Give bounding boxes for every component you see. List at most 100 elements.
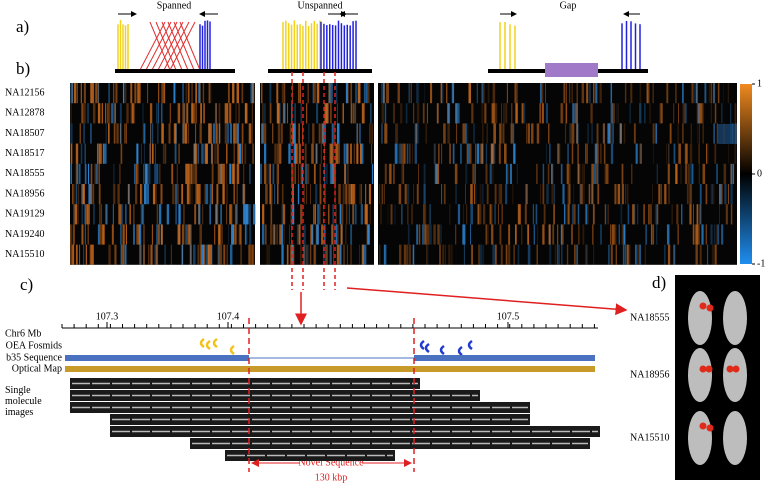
- heatmap-stripe: [156, 224, 159, 245]
- heatmap-stripe: [338, 123, 340, 144]
- heatmap-stripe: [597, 184, 600, 205]
- heatmap-stripe: [350, 224, 353, 245]
- heatmap-stripe: [80, 143, 83, 164]
- fish-signal: [706, 304, 714, 312]
- heatmap-stripe: [381, 184, 384, 205]
- heatmap-stripe: [539, 103, 541, 124]
- heatmap-stripe: [359, 184, 361, 205]
- heatmap-stripe: [316, 224, 319, 245]
- heatmap-stripe: [417, 83, 420, 104]
- heatmap-stripe: [179, 103, 181, 124]
- heatmap-stripe: [541, 103, 544, 124]
- heatmap-stripe: [532, 204, 535, 225]
- heatmap-stripe: [370, 103, 372, 124]
- heatmap-stripe: [717, 224, 720, 245]
- heatmap-stripe: [300, 244, 302, 265]
- heatmap-stripe: [99, 204, 100, 225]
- heatmap-stripe: [207, 123, 211, 144]
- heatmap-stripe: [125, 204, 127, 225]
- heatmap-stripe: [208, 83, 210, 104]
- heatmap-stripe: [411, 143, 414, 164]
- chromosome: [688, 411, 712, 465]
- heatmap-stripe: [535, 204, 538, 225]
- heatmap-stripe: [218, 103, 221, 124]
- heatmap-stripe: [413, 103, 415, 124]
- heatmap-stripe: [533, 224, 535, 245]
- fosmid-mark: [467, 339, 473, 351]
- heatmap-stripe: [380, 204, 382, 225]
- heatmap-stripe: [118, 204, 120, 225]
- heatmap-stripe: [404, 184, 405, 205]
- heatmap-stripe: [71, 163, 72, 184]
- heatmap-stripe: [276, 163, 278, 184]
- heatmap-stripe: [182, 123, 184, 144]
- heatmap-stripe: [611, 103, 613, 124]
- heatmap-stripe: [269, 163, 271, 184]
- heatmap-stripe: [540, 83, 544, 104]
- heatmap-stripe: [697, 123, 699, 144]
- heatmap-stripe: [222, 184, 225, 205]
- heatmap-stripe: [102, 224, 105, 245]
- chromosome: [723, 291, 747, 345]
- heatmap-stripe: [689, 184, 693, 205]
- heatmap-stripe: [297, 184, 300, 205]
- heatmap-stripe: [249, 224, 252, 245]
- heatmap-stripe: [613, 224, 617, 245]
- heatmap-stripe: [274, 184, 276, 205]
- heatmap-stripe: [97, 103, 101, 124]
- sample-label: NA19240: [5, 229, 44, 240]
- heatmap-stripe: [236, 163, 238, 184]
- heatmap-stripe: [265, 123, 267, 144]
- heatmap-stripe: [218, 123, 221, 144]
- heatmap-stripe: [386, 83, 388, 104]
- heatmap-stripe: [184, 123, 188, 144]
- heatmap-stripe: [437, 163, 440, 184]
- heatmap-stripe: [625, 184, 626, 205]
- heatmap-stripe: [699, 184, 702, 205]
- heatmap-stripe: [698, 123, 700, 144]
- heatmap-stripe: [351, 83, 353, 104]
- heatmap-stripe: [288, 143, 291, 164]
- heatmap-stripe: [164, 83, 166, 104]
- heatmap-stripe: [483, 204, 486, 225]
- heatmap-stripe: [96, 143, 99, 164]
- heatmap-stripe: [600, 224, 602, 245]
- heatmap-stripe: [434, 224, 436, 245]
- heatmap-stripe: [635, 244, 637, 265]
- heatmap-stripe: [82, 184, 85, 205]
- heatmap-stripe: [692, 204, 694, 225]
- heatmap-stripe: [724, 184, 727, 205]
- heatmap-stripe: [481, 143, 483, 164]
- heatmap-stripe: [462, 123, 465, 144]
- heatmap-stripe: [166, 204, 170, 225]
- heatmap-stripe: [605, 204, 607, 225]
- heatmap-stripe: [344, 163, 347, 184]
- heatmap-stripe: [730, 103, 732, 124]
- heatmap-stripe: [292, 184, 294, 205]
- heatmap-stripe: [135, 184, 138, 205]
- heatmap-stripe: [337, 224, 339, 245]
- heatmap-stripe: [297, 83, 300, 104]
- heatmap-stripe: [727, 184, 730, 205]
- heatmap-stripe: [687, 163, 690, 184]
- heatmap-stripe: [490, 143, 494, 164]
- heatmap-stripe: [138, 224, 142, 245]
- heatmap-stripe: [133, 224, 135, 245]
- heatmap-stripe: [512, 123, 515, 144]
- heatmap-stripe: [536, 123, 540, 144]
- heatmap-stripe: [90, 244, 93, 265]
- heatmap-stripe: [470, 184, 472, 205]
- heatmap-stripe: [480, 244, 483, 265]
- heatmap-stripe: [714, 103, 717, 124]
- heatmap-stripe: [564, 123, 567, 144]
- heatmap-stripe: [527, 244, 531, 265]
- heatmap-stripe: [403, 163, 405, 184]
- heatmap-stripe: [698, 143, 700, 164]
- heatmap-stripe: [439, 244, 440, 265]
- heatmap-stripe: [568, 184, 571, 205]
- heatmap-stripe: [325, 103, 327, 124]
- heatmap-stripe: [405, 103, 408, 124]
- heatmap-stripe: [649, 103, 651, 124]
- heatmap-stripe: [541, 224, 545, 245]
- heatmap-stripe: [303, 224, 306, 245]
